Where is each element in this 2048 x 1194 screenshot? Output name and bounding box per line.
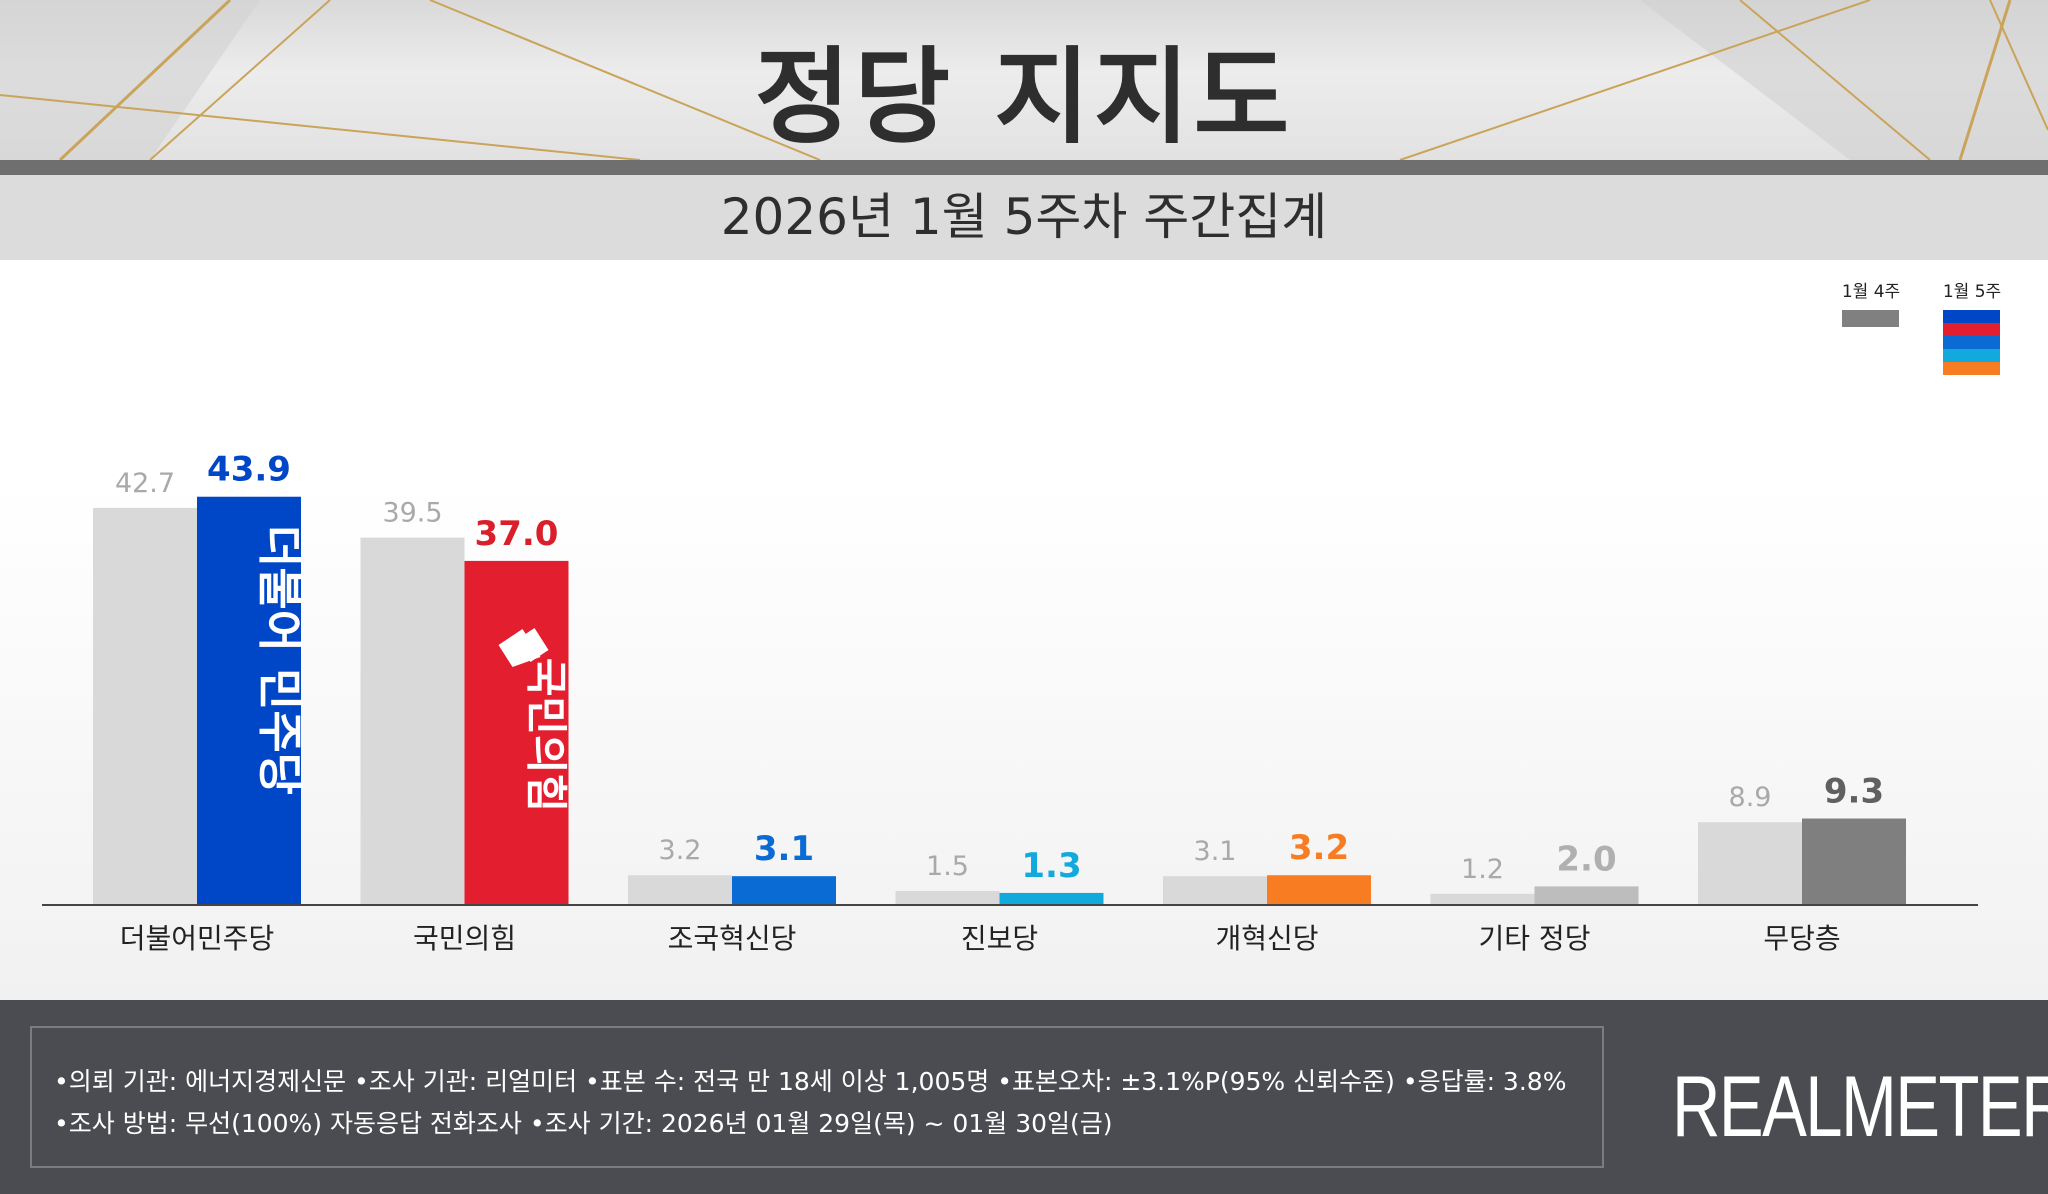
- header-divider: [0, 160, 2048, 175]
- legend-swatch-segment: [1943, 310, 2000, 323]
- bar-curr-week: [197, 496, 301, 905]
- page-subtitle: 2026년 1월 5주차 주간집계: [720, 188, 1328, 246]
- bar-curr-week: [1802, 818, 1906, 905]
- data-label-curr: 37.0: [475, 514, 559, 554]
- realmeter-logo: REALMETER: [1672, 1059, 2048, 1155]
- bar-prev-week: [93, 507, 197, 905]
- category-labels: 더불어민주당 국민의힘 조국혁신당 진보당 개혁신당 기타 정당 무당층: [120, 922, 1841, 955]
- gold-lines-decoration: [0, 0, 2048, 160]
- page-title: 정당 지지도: [754, 36, 1294, 158]
- data-label-curr: 3.1: [754, 829, 814, 869]
- data-label-prev: 1.5: [926, 851, 969, 882]
- legend-swatch-prev: [1842, 310, 1899, 327]
- bar-chart: 1월 4주 1월 5주 42.7 43.9 39.5 37.0 3.2 3.1 1.5 1.3…: [42, 282, 2001, 955]
- category-label: 기타 정당: [1479, 922, 1591, 955]
- bar-prev-week: [1430, 893, 1535, 905]
- data-label-curr: 43.9: [207, 450, 291, 490]
- bar-curr-week: [464, 560, 569, 905]
- data-label-prev: 3.2: [659, 835, 702, 866]
- survey-note-line-2: •조사 방법: 무선(100%) 자동응답 전화조사 •조사 기간: 2026년…: [54, 1109, 1113, 1138]
- bar-prev-week: [1163, 876, 1267, 905]
- legend-swatch-segment: [1943, 323, 2000, 336]
- legend-label-prev: 1월 4주: [1842, 282, 1900, 302]
- legend-label-curr: 1월 5주: [1943, 282, 2001, 302]
- legend: 1월 4주 1월 5주: [1842, 282, 2001, 375]
- legend-swatch-segment: [1943, 362, 2000, 375]
- bar-group: 3.1 3.2: [1163, 828, 1371, 905]
- data-label-prev: 39.5: [382, 498, 442, 529]
- bar-group: 42.7 43.9: [93, 450, 301, 905]
- bar-curr-week: [999, 892, 1104, 905]
- header-banner: 정당 지지도: [0, 0, 2048, 160]
- survey-note-line-1: •의뢰 기관: 에너지경제신문 •조사 기관: 리얼미터 •표본 수: 전국 만…: [54, 1067, 1567, 1096]
- data-label-curr: 3.2: [1289, 828, 1349, 868]
- category-label: 진보당: [961, 922, 1038, 955]
- bar-curr-week: [732, 876, 836, 905]
- data-label-curr: 1.3: [1021, 846, 1081, 886]
- bar-group: 39.5 37.0: [360, 498, 569, 905]
- legend-swatch-segment: [1943, 336, 2000, 349]
- bar-prev-week: [1698, 822, 1802, 905]
- legend-swatch-curr: [1943, 310, 2000, 375]
- legend-swatch-segment: [1943, 349, 2000, 362]
- party-logo-ppp: 국민의힘: [522, 658, 571, 813]
- category-label: 개혁신당: [1215, 922, 1318, 955]
- data-label-curr: 9.3: [1824, 772, 1884, 812]
- party-logo-democratic: 더불어 민주당: [253, 525, 307, 795]
- category-label: 국민의힘: [413, 922, 516, 955]
- survey-notes-box: •의뢰 기관: 에너지경제신문 •조사 기관: 리얼미터 •표본 수: 전국 만…: [30, 1026, 1604, 1168]
- subtitle-band: 2026년 1월 5주차 주간집계: [0, 175, 2048, 260]
- data-label-prev: 1.2: [1461, 854, 1504, 885]
- data-label-prev: 3.1: [1194, 836, 1237, 867]
- data-label-prev: 42.7: [115, 468, 175, 499]
- bar-group: 8.9 9.3: [1698, 772, 1906, 905]
- bar-prev-week: [360, 537, 465, 905]
- bar-group: 1.5 1.3: [895, 846, 1104, 905]
- bar-curr-week: [1267, 875, 1371, 905]
- data-label-curr: 2.0: [1556, 839, 1616, 879]
- data-label-prev: 8.9: [1729, 782, 1772, 813]
- bar-prev-week: [628, 875, 732, 905]
- footer: •의뢰 기관: 에너지경제신문 •조사 기관: 리얼미터 •표본 수: 전국 만…: [0, 1000, 2048, 1194]
- bar-prev-week: [895, 891, 1000, 905]
- ppp-logo-mark-icon: [498, 629, 541, 667]
- bar-curr-week: [1534, 886, 1639, 905]
- category-label: 무당층: [1763, 922, 1840, 955]
- bar-group: 1.2 2.0: [1430, 839, 1639, 905]
- bar-group: 3.2 3.1: [628, 829, 836, 905]
- category-label: 조국혁신당: [668, 922, 797, 955]
- bars: 42.7 43.9 39.5 37.0 3.2 3.1 1.5 1.3 3.1 3.2 1.2 2.0…: [93, 450, 1906, 905]
- category-label: 더불어민주당: [120, 922, 275, 955]
